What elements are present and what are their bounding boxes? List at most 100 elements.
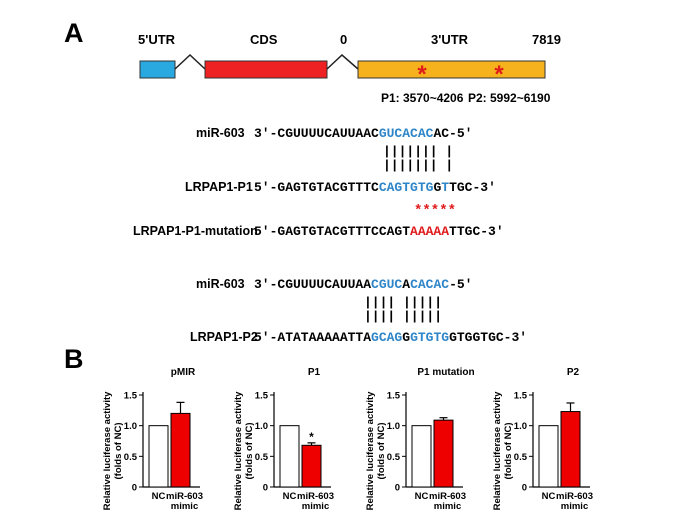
lrpap1-p1-seq-segment: 5′-GAGTGTACGTTTC (254, 180, 379, 195)
category-label: mimic (171, 501, 198, 512)
significance-star: * (309, 430, 314, 444)
lrpap1-p1-seq-segment: T (441, 180, 450, 195)
mir603-seq-segment: -5′ (449, 126, 473, 141)
bar-mir603-mimic (433, 419, 454, 488)
bar-nc (411, 425, 432, 488)
utr3-box (357, 60, 546, 79)
y-tick-label: 1.5 (514, 391, 528, 402)
y-axis-label: Relative luciferase activity (365, 391, 376, 511)
p2-range-label: P2: 5992~6190 (468, 91, 551, 105)
chart-title: pMIR (171, 367, 196, 378)
chart-3: P1 mutation Relative luciferase activity(… (365, 367, 475, 512)
mir603-seq-segment: CGUC (371, 277, 403, 292)
bar-nc (148, 425, 169, 488)
utr5-label: 5'UTR (138, 32, 176, 47)
y-tick-label: 0 (132, 483, 137, 494)
lrpap1-p1-name: LRPAP1-P1 (185, 180, 253, 194)
mir603-seq-segment: 3′-CGUUUUCAUUAA (254, 277, 372, 292)
lrpap1-p1-seq-segment: TGC-3′ (449, 180, 496, 195)
category-label: NC (415, 491, 429, 502)
intron-connector (326, 53, 359, 70)
y-tick-label: 1.0 (124, 421, 137, 432)
intron-connector (174, 53, 206, 70)
y-tick-label: 1.5 (387, 391, 401, 402)
cds-label: CDS (250, 32, 278, 47)
category-label: miR-603 (297, 491, 334, 502)
lrpap1-p2-seq-segment: G (402, 330, 411, 345)
y-tick-label: 0.5 (387, 452, 401, 463)
y-tick-label: 1.5 (255, 391, 269, 402)
p1-range-label: P1: 3570~4206 (381, 91, 464, 105)
lrpap1-p2-seq-segment: GTGGTGC-3′ (449, 330, 528, 345)
y-tick-label: 0.5 (124, 452, 138, 463)
chart-title: P2 (567, 367, 580, 378)
y-tick-label: 1.0 (255, 421, 268, 432)
category-label: miR-603 (429, 491, 466, 502)
mir603-seq-segment: CACAC (410, 277, 450, 292)
category-label: mimic (302, 501, 329, 512)
base-pairing-lines: |||| ||||| (364, 295, 443, 310)
y-axis-label: Relative luciferase activity (492, 391, 503, 511)
lrpap1-p2-sequence: 5′-ATATAAAAATTAGCAGGGTGTGGTGGTGC-3′ (254, 330, 527, 345)
p1-site-star: * (417, 61, 427, 88)
chart-title: P1 (308, 367, 321, 378)
base-pairing-lines: ||||||| | (383, 144, 454, 159)
lrpap1-p1-seq-segment: G (433, 180, 442, 195)
lrpap1-p1-mutation-sequence: 5′-GAGTGTACGTTTCCAGTAAAAATTGC-3′ (254, 224, 504, 239)
y-axis-label: (folds of NC) (244, 423, 255, 480)
mir603-seq-segment: AC (433, 126, 450, 141)
lrpap1-p1-mutation-name: LRPAP1-P1-mutation (133, 224, 258, 238)
gene-structure-diagram: * * (139, 53, 546, 88)
y-tick-label: 1.0 (387, 421, 400, 432)
y-axis-label: (folds of NC) (503, 423, 514, 480)
end-position-label: 7819 (532, 32, 561, 47)
chart-1: pMIR Relative luciferase activity (folds o… (102, 367, 203, 512)
mir603-seq-segment: 3′-CGUUUUCAUUAAC (254, 126, 379, 141)
lrpap1-p1-sequence: 5′-GAGTGTACGTTTCCAGTGTGGTTGC-3′ (254, 180, 496, 195)
category-label: mimic (561, 501, 588, 512)
zero-label: 0 (340, 32, 348, 47)
lrpap1-p2-seq-segment: 5′-ATATAAAAATTA (254, 330, 372, 345)
mir603-seq-segment: -5′ (449, 277, 473, 292)
bar-nc (538, 425, 559, 488)
category-label: NC (152, 491, 166, 502)
chart-title: P1 mutation (417, 367, 474, 378)
lrpap1-p1-mutation-seq-segment: TTGC-3′ (449, 224, 504, 239)
lrpap1-p1-mutation-seq-segment: AAAAA (410, 224, 450, 239)
bar-nc (279, 425, 300, 488)
mir603-name: miR-603 (196, 126, 245, 140)
lrpap1-p2-name: LRPAP1-P2 (190, 330, 258, 344)
y-tick-label: 1.5 (124, 391, 138, 402)
chart-4: P2 Relative luciferase activity (folds of … (492, 367, 593, 512)
mir603-seq-segment: GUCACAC (378, 126, 434, 141)
category-label: miR-603 (166, 491, 203, 502)
mir603-seq-segment: A (402, 277, 411, 292)
y-tick-label: 1.0 (514, 421, 527, 432)
y-tick-label: 0 (522, 483, 527, 494)
utr5-box (139, 60, 176, 79)
panel-a-letter: A (64, 18, 84, 48)
chart-2: P1 Relative luciferase activity (folds of … (233, 367, 334, 512)
category-label: mimic (434, 501, 461, 512)
y-axis-label: Relative luciferase activity (102, 391, 113, 511)
category-label: NC (283, 491, 297, 502)
bar-mir603-mimic (301, 444, 322, 488)
y-axis-label: (folds of NC) (376, 423, 387, 480)
y-tick-label: 0 (263, 483, 268, 494)
y-axis-label: Relative luciferase activity (233, 391, 244, 511)
mir603-name: miR-603 (196, 277, 245, 291)
category-label: NC (542, 491, 556, 502)
mutation-marks: ***** (414, 203, 457, 219)
cds-box (204, 60, 328, 79)
base-pairing-lines: |||| ||||| (364, 309, 443, 324)
category-label: miR-603 (556, 491, 593, 502)
lrpap1-p1-seq-segment: CAGTGTG (378, 180, 434, 195)
base-pairing-lines: ||||||| | (383, 158, 454, 173)
mir603-sequence: 3′-CGUUUUCAUUAACGUCACACAC-5′ (254, 126, 472, 141)
mir603-sequence: 3′-CGUUUUCAUUAACGUCACACAC-5′ (254, 277, 472, 292)
y-tick-label: 0 (395, 483, 400, 494)
y-axis-label: (folds of NC) (113, 423, 124, 480)
p2-site-star: * (494, 61, 504, 88)
